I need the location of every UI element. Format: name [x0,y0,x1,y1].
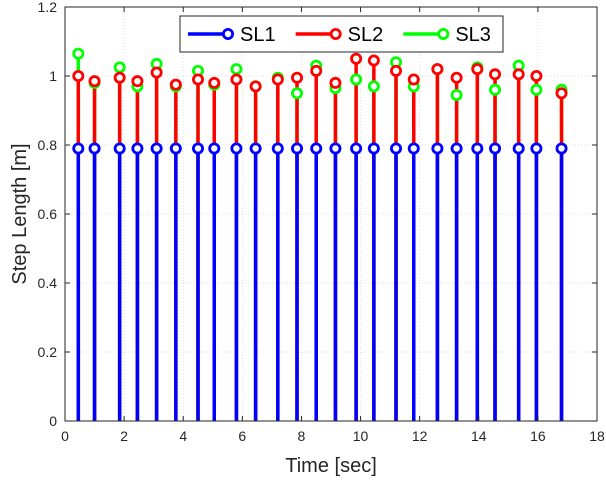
marker-sl1 [88,142,101,155]
marker-sl2 [271,73,284,86]
marker-sl2 [489,68,502,81]
marker-sl1 [230,142,243,155]
marker-sl1 [191,142,204,155]
legend-label-sl1: SL1 [240,24,276,46]
y-tick-label: 0 [49,413,57,429]
legend-marker-sl1 [221,27,234,40]
marker-sl1 [512,142,525,155]
marker-sl2 [208,76,221,89]
marker-sl3 [230,63,243,76]
y-tick-label: 0.6 [38,206,58,222]
x-axis-label: Time [sec] [285,455,377,477]
marker-sl1 [350,142,363,155]
marker-sl1 [113,142,126,155]
marker-sl3 [450,88,463,101]
marker-sl1 [131,142,144,155]
marker-sl3 [530,83,543,96]
legend: SL1 SL2 SL3 [179,15,504,53]
marker-sl2 [431,63,444,76]
marker-sl1 [407,142,420,155]
marker-sl2 [131,75,144,88]
marker-sl1 [169,142,182,155]
x-tick-label: 6 [238,428,246,444]
marker-sl2 [555,87,568,100]
x-tick-label: 0 [61,428,69,444]
marker-sl2 [249,80,262,93]
x-tick-label: 2 [120,428,128,444]
marker-sl2 [113,71,126,84]
marker-sl1 [450,142,463,155]
marker-sl2 [407,73,420,86]
marker-sl2 [350,52,363,65]
legend-label-sl3: SL3 [455,24,491,46]
marker-sl1 [489,142,502,155]
legend-marker-sl3 [437,27,450,40]
marker-sl1 [329,142,342,155]
marker-sl2 [450,71,463,84]
marker-sl1 [431,142,444,155]
marker-sl2 [150,66,163,79]
marker-sl1 [271,142,284,155]
marker-sl3 [72,47,85,60]
y-axis-label: Step Length [m] [9,143,31,284]
marker-sl1 [249,142,262,155]
marker-sl1 [72,142,85,155]
y-tick-label: 0.4 [38,275,58,291]
x-tick-label: 8 [298,428,306,444]
marker-sl2 [512,68,525,81]
marker-sl2 [310,64,323,77]
y-tick-label: 1.2 [38,0,58,15]
marker-sl2 [530,70,543,83]
marker-sl1 [555,142,568,155]
marker-sl1 [208,142,221,155]
marker-sl2 [88,75,101,88]
marker-sl2 [329,76,342,89]
marker-sl2 [291,71,304,84]
y-tick-label: 1 [49,68,57,84]
x-tick-label: 16 [530,428,546,444]
marker-sl3 [367,80,380,93]
legend-label-sl2: SL2 [348,24,384,46]
marker-sl3 [113,61,126,74]
marker-sl3 [350,73,363,86]
x-tick-label: 14 [471,428,487,444]
x-tick-label: 4 [179,428,187,444]
marker-sl1 [367,142,380,155]
ticks: 0 2 4 6 8 10 12 14 16 18 0 0.2 0.4 0.6 0.8 1 1.2 [38,0,605,444]
x-tick-label: 10 [353,428,369,444]
markers [72,47,568,155]
marker-sl2 [471,63,484,76]
x-tick-label: 12 [412,428,428,444]
marker-sl3 [291,87,304,100]
x-tick-label: 18 [589,428,605,444]
y-tick-label: 0.2 [38,344,58,360]
y-tick-label: 0.8 [38,137,58,153]
marker-sl2 [367,54,380,67]
marker-sl1 [150,142,163,155]
marker-sl1 [291,142,304,155]
legend-marker-sl2 [329,27,342,40]
marker-sl2 [390,64,403,77]
marker-sl1 [471,142,484,155]
marker-sl2 [72,70,85,83]
marker-sl3 [489,83,502,96]
marker-sl1 [390,142,403,155]
marker-sl2 [169,78,182,91]
marker-sl2 [230,73,243,86]
marker-sl2 [191,73,204,86]
marker-sl1 [310,142,323,155]
marker-sl1 [530,142,543,155]
